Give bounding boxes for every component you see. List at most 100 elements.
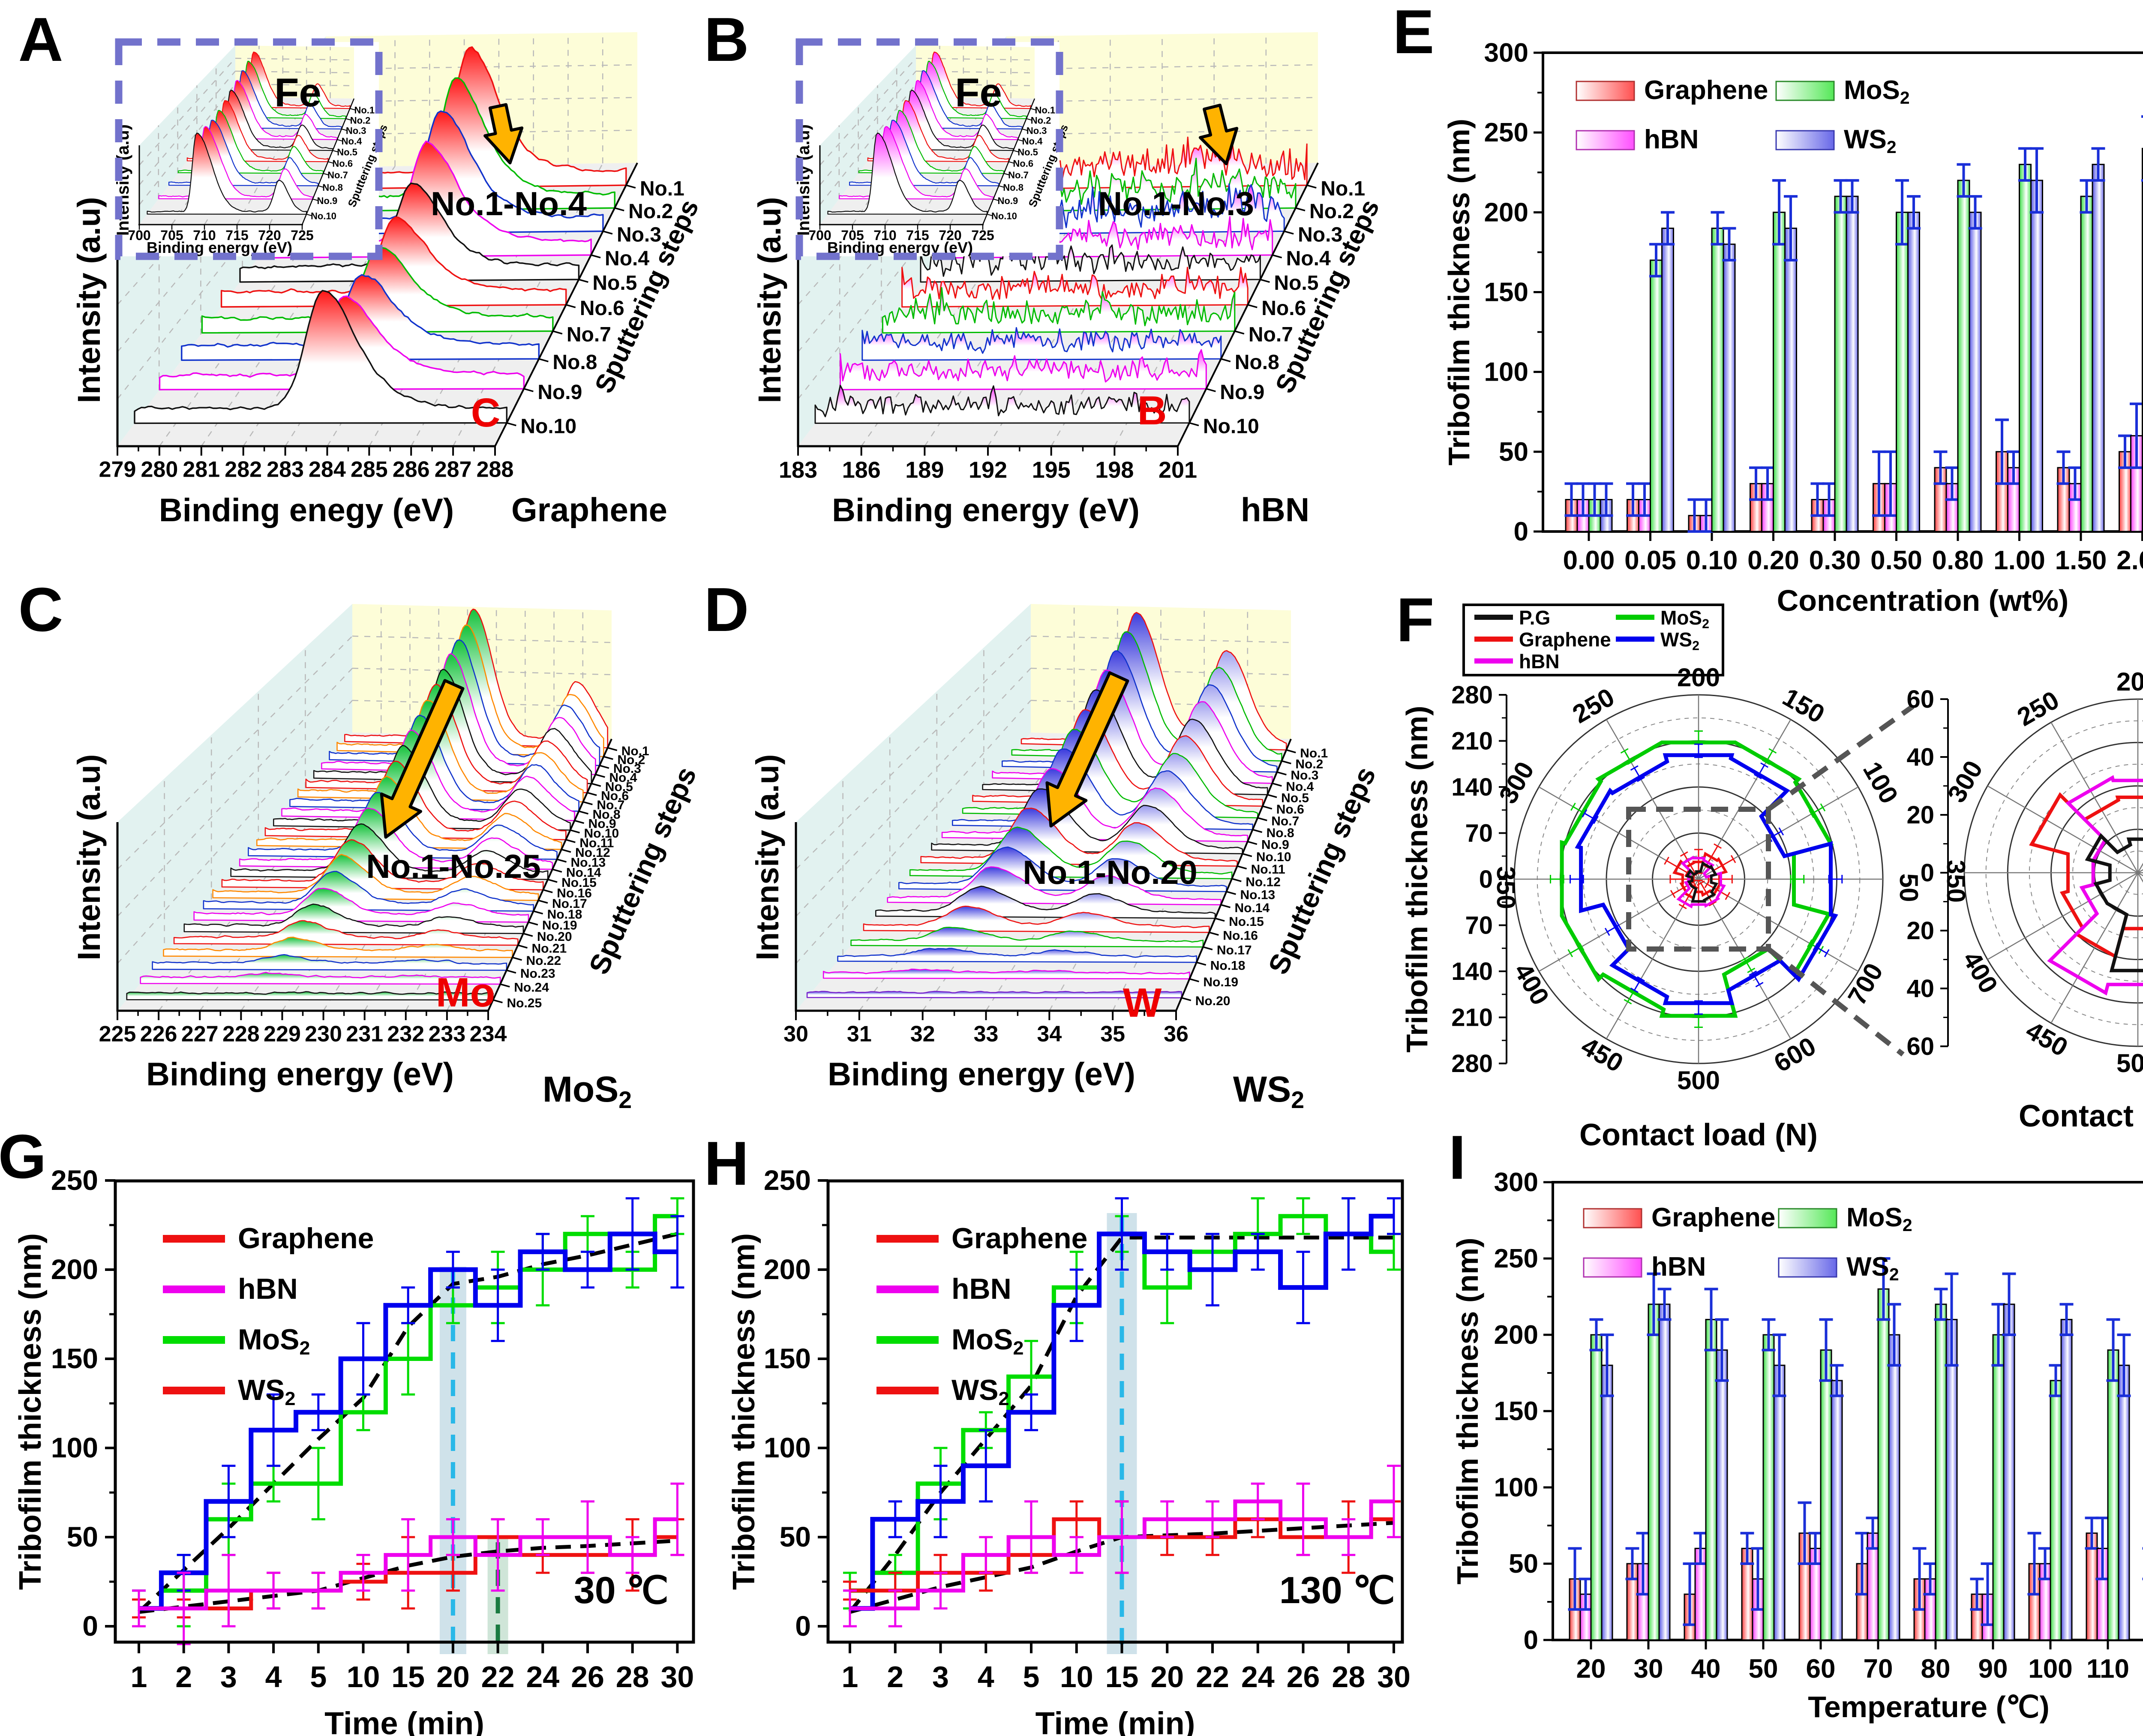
svg-text:P.G: P.G (1519, 607, 1550, 629)
svg-text:0: 0 (1524, 1625, 1538, 1655)
svg-text:28: 28 (616, 1660, 649, 1694)
svg-text:No.6: No.6 (1013, 158, 1033, 169)
svg-text:15: 15 (1105, 1660, 1139, 1694)
svg-text:715: 715 (906, 228, 929, 243)
svg-text:hBN: hBN (1644, 125, 1699, 154)
svg-text:No.5: No.5 (605, 780, 633, 794)
svg-text:Binding energy (eV): Binding energy (eV) (146, 1056, 454, 1093)
svg-text:150: 150 (1778, 682, 1829, 729)
svg-text:279: 279 (99, 457, 136, 482)
svg-text:705: 705 (160, 228, 183, 243)
svg-text:285: 285 (351, 457, 388, 482)
svg-text:No.10: No.10 (584, 826, 619, 841)
svg-text:450: 450 (1576, 1031, 1628, 1078)
svg-text:450: 450 (2021, 1016, 2073, 1062)
svg-text:130 ℃: 130 ℃ (1279, 1569, 1395, 1611)
svg-text:Intensity (a.u): Intensity (a.u) (71, 754, 107, 960)
svg-text:4: 4 (978, 1660, 994, 1694)
svg-text:600: 600 (1769, 1031, 1821, 1078)
svg-text:No.3: No.3 (1298, 223, 1342, 246)
svg-text:210: 210 (1451, 1004, 1493, 1032)
svg-text:725: 725 (971, 228, 994, 243)
svg-text:710: 710 (193, 228, 216, 243)
svg-text:200: 200 (1494, 1320, 1538, 1350)
svg-text:150: 150 (51, 1343, 98, 1374)
svg-text:Graphene: Graphene (1651, 1203, 1775, 1232)
svg-text:70: 70 (1465, 912, 1493, 940)
svg-text:No.19: No.19 (542, 919, 577, 933)
svg-text:110: 110 (2086, 1654, 2129, 1684)
svg-text:No.1-No.4: No.1-No.4 (431, 185, 587, 222)
svg-text:No.3: No.3 (1026, 125, 1047, 136)
svg-text:700: 700 (128, 228, 150, 243)
svg-text:F: F (1396, 585, 1435, 655)
svg-text:30 ℃: 30 ℃ (574, 1569, 669, 1611)
svg-text:No.10: No.10 (311, 210, 336, 221)
svg-text:Mo: Mo (436, 970, 495, 1015)
svg-text:200: 200 (1484, 198, 1528, 227)
svg-text:140: 140 (1451, 773, 1493, 801)
svg-text:60: 60 (1806, 1654, 1836, 1684)
svg-text:No.5: No.5 (1017, 147, 1038, 158)
svg-text:No.11: No.11 (1251, 862, 1285, 877)
svg-text:No.16: No.16 (557, 886, 592, 900)
svg-text:No.1: No.1 (640, 177, 684, 200)
svg-text:MoS2: MoS2 (543, 1069, 632, 1113)
svg-text:No.3: No.3 (617, 223, 661, 246)
svg-text:I: I (1449, 1123, 1466, 1192)
svg-text:No.7: No.7 (597, 798, 624, 812)
svg-text:140: 140 (1451, 958, 1493, 985)
svg-text:22: 22 (1196, 1660, 1229, 1694)
svg-text:31: 31 (847, 1021, 872, 1046)
svg-text:70: 70 (1864, 1654, 1893, 1684)
svg-text:No.5: No.5 (1274, 272, 1318, 294)
svg-text:No.4: No.4 (342, 136, 362, 147)
svg-text:30: 30 (1634, 1654, 1663, 1684)
svg-text:No.9: No.9 (588, 817, 616, 831)
svg-text:No.9: No.9 (1220, 381, 1264, 404)
svg-text:280: 280 (1451, 1050, 1493, 1078)
svg-text:WS2: WS2 (951, 1374, 1009, 1409)
svg-text:No.2: No.2 (1295, 757, 1323, 772)
svg-text:250: 250 (51, 1164, 98, 1196)
svg-text:0: 0 (1479, 865, 1493, 893)
svg-text:201: 201 (1159, 457, 1197, 483)
svg-text:60: 60 (1906, 1033, 1934, 1060)
svg-text:50: 50 (1509, 1549, 1538, 1579)
svg-text:No.8: No.8 (322, 182, 343, 193)
svg-text:0: 0 (1921, 859, 1934, 887)
svg-text:20: 20 (436, 1660, 470, 1694)
svg-text:No.8: No.8 (1003, 182, 1023, 193)
svg-text:A: A (18, 5, 63, 74)
svg-text:30: 30 (1377, 1660, 1411, 1694)
svg-text:231: 231 (346, 1021, 383, 1046)
svg-text:No.1: No.1 (1300, 746, 1328, 760)
svg-text:50: 50 (780, 1521, 811, 1553)
svg-text:Binding energy (eV): Binding energy (eV) (832, 492, 1140, 529)
svg-text:705: 705 (841, 228, 864, 243)
svg-text:5: 5 (1023, 1660, 1040, 1694)
svg-text:No.5: No.5 (592, 272, 637, 294)
svg-text:0: 0 (795, 1610, 811, 1642)
svg-text:20: 20 (1906, 917, 1934, 945)
svg-text:234: 234 (470, 1021, 507, 1046)
svg-text:B: B (704, 5, 749, 74)
svg-text:3: 3 (932, 1660, 949, 1694)
svg-text:No.14: No.14 (566, 865, 601, 880)
svg-text:50: 50 (1894, 874, 1923, 902)
svg-text:26: 26 (571, 1660, 604, 1694)
svg-text:50: 50 (1749, 1654, 1778, 1684)
svg-text:Tribofilm thickness (nm): Tribofilm thickness (nm) (727, 1233, 761, 1590)
svg-text:No.9: No.9 (537, 381, 582, 404)
svg-text:0.10: 0.10 (1686, 546, 1738, 575)
svg-text:WS2: WS2 (238, 1374, 296, 1409)
svg-text:15: 15 (391, 1660, 425, 1694)
svg-text:250: 250 (1568, 682, 1619, 729)
svg-text:300: 300 (1484, 38, 1528, 68)
svg-text:500: 500 (1677, 1066, 1720, 1095)
svg-text:0.50: 0.50 (1870, 546, 1922, 575)
svg-text:No.2: No.2 (628, 200, 673, 223)
svg-text:No.4: No.4 (1022, 136, 1043, 147)
svg-text:725: 725 (291, 228, 313, 243)
svg-text:26: 26 (1287, 1660, 1320, 1694)
